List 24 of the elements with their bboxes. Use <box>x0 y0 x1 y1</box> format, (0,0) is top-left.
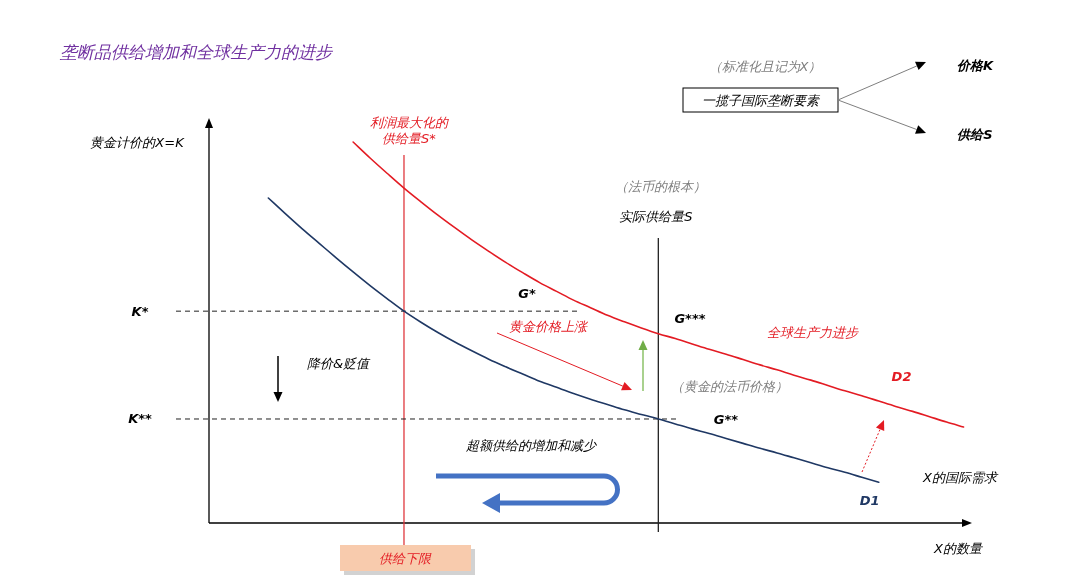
annotation: 一揽子国际垄断要素 <box>682 87 839 113</box>
annotation: （标准化且记为X） <box>708 58 822 74</box>
annotation: 全球生产力进步 <box>766 324 858 340</box>
annotation: G*** <box>674 310 706 326</box>
annotation: （法币的根本） <box>614 178 706 194</box>
annotation: X的国际需求 <box>923 469 997 485</box>
annotation: 超额供给的增加和减少 <box>466 437 596 453</box>
y-axis-title: 黄金计价的X=K <box>90 134 184 150</box>
annotation: 降价&贬值 <box>306 355 370 371</box>
annotation: 价格K <box>956 57 994 73</box>
ref-line-label: K** <box>128 411 152 427</box>
annotation: 利润最大化的供给量S* <box>370 114 448 146</box>
annotation: （黄金的法币价格） <box>670 378 788 394</box>
title: 垄断品供给增加和全球生产力的进步 <box>60 42 332 62</box>
annotation: 供给S <box>957 126 993 142</box>
annotation: G* <box>518 285 536 301</box>
series-label: D2 <box>891 369 912 385</box>
series-label: D1 <box>859 492 880 508</box>
ref-line-label: K* <box>131 303 149 319</box>
annotation: G** <box>713 411 739 427</box>
annotation: 供给下限 <box>340 545 475 575</box>
x-axis-title: X的数量 <box>934 540 982 556</box>
annotation: 实际供给量S <box>619 208 693 224</box>
annotation: 黄金价格上涨 <box>509 318 587 334</box>
